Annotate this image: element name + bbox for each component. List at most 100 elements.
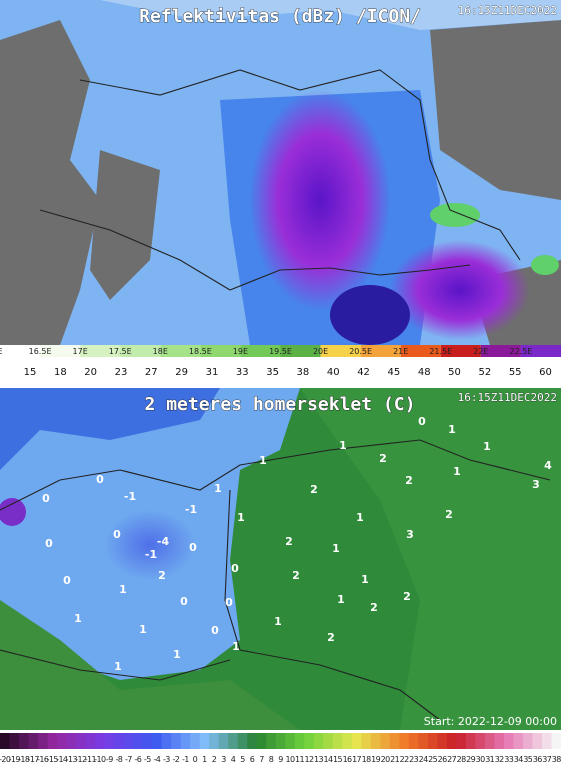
legend-swatch bbox=[47, 733, 58, 749]
temperature-label: 1 bbox=[173, 648, 181, 661]
temperature-label: 0 bbox=[42, 492, 50, 505]
temperature-label: -1 bbox=[145, 548, 157, 561]
legend-swatch bbox=[85, 733, 96, 749]
scale-label: -9 bbox=[106, 755, 113, 764]
scale-label: 3 bbox=[221, 755, 226, 764]
temperature-label: 2 bbox=[379, 452, 387, 465]
longitude-label: 18.5E bbox=[189, 347, 212, 356]
legend-swatch bbox=[0, 345, 41, 357]
legend-swatch bbox=[275, 733, 286, 749]
legend-swatch bbox=[446, 733, 457, 749]
scale-label: 0 bbox=[193, 755, 198, 764]
temperature-label: 1 bbox=[483, 440, 491, 453]
temperature-label: 2 bbox=[158, 569, 166, 582]
legend-swatch bbox=[266, 733, 277, 749]
legend-swatch bbox=[294, 733, 305, 749]
temperature-label: 1 bbox=[74, 612, 82, 625]
scale-label: 13 bbox=[314, 755, 323, 764]
dbz-label: 40 bbox=[327, 367, 340, 378]
scale-label: 25 bbox=[428, 755, 437, 764]
temperature-label: 4 bbox=[544, 459, 552, 472]
legend-swatch bbox=[370, 733, 381, 749]
legend-swatch bbox=[427, 733, 438, 749]
legend-swatch bbox=[200, 345, 241, 357]
temperature-label: 0 bbox=[418, 415, 426, 428]
longitude-label: 19E bbox=[233, 347, 248, 356]
scale-label: 33 bbox=[504, 755, 513, 764]
legend-swatch bbox=[351, 733, 362, 749]
temperature-label: 0 bbox=[45, 537, 53, 550]
longitude-label: 21E bbox=[393, 347, 408, 356]
scale-label: 34 bbox=[514, 755, 523, 764]
dbz-label: 48 bbox=[418, 367, 431, 378]
temperature-label: -1 bbox=[185, 503, 197, 516]
timestamp: 16:15Z11DEC2022 bbox=[458, 4, 557, 17]
scale-label: 29 bbox=[466, 755, 475, 764]
legend-swatch bbox=[380, 733, 391, 749]
temperature-label: 1 bbox=[114, 660, 122, 673]
timestamp: 16:15Z11DEC2022 bbox=[458, 391, 557, 404]
longitude-label: 20E bbox=[313, 347, 328, 356]
scale-label: 17 bbox=[352, 755, 361, 764]
temperature-label: 2 bbox=[292, 569, 300, 582]
scale-label: 26 bbox=[438, 755, 447, 764]
temperature-label: 3 bbox=[532, 478, 540, 491]
temperature-label: 1 bbox=[361, 573, 369, 586]
legend-swatch bbox=[133, 733, 144, 749]
temperature-label: 1 bbox=[214, 482, 222, 495]
scale-label: 19 bbox=[371, 755, 380, 764]
dbz-label: 18 bbox=[54, 367, 67, 378]
temperature-label: 1 bbox=[453, 465, 461, 478]
scale-label: -7 bbox=[125, 755, 132, 764]
scale-label: 4 bbox=[231, 755, 236, 764]
dbz-label: 33 bbox=[236, 367, 249, 378]
scale-label: 12 bbox=[305, 755, 314, 764]
legend-swatch bbox=[0, 733, 11, 749]
dbz-label: 60 bbox=[539, 367, 552, 378]
temperature-label: 2 bbox=[285, 535, 293, 548]
legend-swatch bbox=[551, 733, 561, 749]
scale-label: -13 bbox=[66, 755, 78, 764]
scale-label: 30 bbox=[476, 755, 485, 764]
legend-swatch bbox=[440, 345, 481, 357]
scale-label: 16 bbox=[343, 755, 352, 764]
temperature-label: 0 bbox=[96, 473, 104, 486]
scale-label: 10 bbox=[286, 755, 295, 764]
scale-label: 18 bbox=[362, 755, 371, 764]
scale-label: 14 bbox=[324, 755, 333, 764]
temperature-label: 1 bbox=[337, 593, 345, 606]
scale-label: -14 bbox=[56, 755, 68, 764]
legend-swatch bbox=[28, 733, 39, 749]
scale-label: -16 bbox=[37, 755, 49, 764]
scale-label: 37 bbox=[542, 755, 551, 764]
scale-label: 6 bbox=[250, 755, 255, 764]
temperature-map bbox=[0, 388, 561, 730]
legend-swatch bbox=[360, 345, 401, 357]
legend-swatch bbox=[456, 733, 467, 749]
legend-swatch bbox=[418, 733, 429, 749]
legend-swatch bbox=[520, 345, 561, 357]
legend-swatch bbox=[332, 733, 343, 749]
temperature-label: 1 bbox=[274, 615, 282, 628]
temperature-label: 0 bbox=[113, 528, 121, 541]
longitude-label: E bbox=[0, 347, 3, 356]
temperature-label: 1 bbox=[259, 454, 267, 467]
scale-label: -3 bbox=[163, 755, 170, 764]
legend-swatch bbox=[120, 345, 161, 357]
legend-swatch bbox=[342, 733, 353, 749]
legend-swatch bbox=[313, 733, 324, 749]
scale-label: 22 bbox=[400, 755, 409, 764]
dbz-label: 42 bbox=[357, 367, 370, 378]
legend-swatch bbox=[199, 733, 210, 749]
longitude-label: 20.5E bbox=[349, 347, 372, 356]
temperature-label: 1 bbox=[237, 511, 245, 524]
scale-label: -6 bbox=[134, 755, 141, 764]
start-time: Start: 2022-12-09 00:00 bbox=[424, 715, 557, 728]
longitude-label: 22E bbox=[473, 347, 488, 356]
longitude-label: 16.5E bbox=[29, 347, 52, 356]
dbz-label: 23 bbox=[115, 367, 128, 378]
temperature-label: 1 bbox=[332, 542, 340, 555]
legend-swatch bbox=[256, 733, 267, 749]
legend-swatch bbox=[541, 733, 552, 749]
